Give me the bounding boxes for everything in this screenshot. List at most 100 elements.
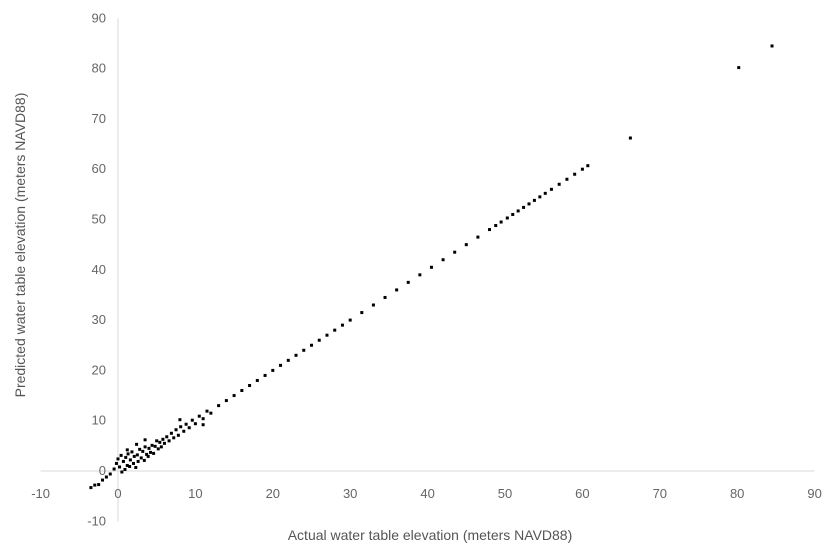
data-point <box>628 136 632 140</box>
data-point <box>134 465 138 469</box>
data-point <box>167 439 171 443</box>
data-point <box>155 439 159 443</box>
data-point <box>279 363 283 367</box>
data-point <box>114 461 118 465</box>
data-point <box>178 418 182 422</box>
data-point <box>395 288 399 292</box>
y-tick-label: 50 <box>92 212 106 227</box>
data-point <box>418 273 422 277</box>
data-point <box>240 389 244 393</box>
y-axis-title: Predicted water table elevation (meters … <box>12 93 28 398</box>
y-tick-labels: -10 0 10 20 30 40 50 60 70 80 90 <box>87 10 106 528</box>
data-point <box>138 447 142 451</box>
data-point <box>505 216 509 220</box>
data-point <box>119 453 123 457</box>
y-tick-label: 0 <box>99 463 106 478</box>
data-point <box>161 437 165 441</box>
data-point <box>101 478 105 482</box>
data-point <box>172 436 176 440</box>
data-point <box>340 323 344 327</box>
y-tick-label: -10 <box>87 513 106 528</box>
x-tick-label: 40 <box>420 486 434 501</box>
x-tick-label: 20 <box>266 486 280 501</box>
data-point <box>128 458 132 462</box>
data-point <box>263 373 267 377</box>
x-axis-title: Actual water table elevation (meters NAV… <box>288 527 573 543</box>
data-point <box>333 328 337 332</box>
data-point <box>197 414 201 418</box>
data-point <box>153 444 157 448</box>
data-point <box>516 209 520 213</box>
x-tick-label: 70 <box>653 486 667 501</box>
x-tick-label: 60 <box>575 486 589 501</box>
data-point <box>429 265 433 269</box>
data-point <box>255 378 259 382</box>
data-point <box>179 425 183 429</box>
x-tick-label: 10 <box>188 486 202 501</box>
data-point <box>120 470 124 474</box>
data-point <box>162 441 166 445</box>
data-point <box>538 195 542 199</box>
data-point <box>187 426 191 430</box>
data-point <box>143 438 147 442</box>
data-point <box>488 228 492 232</box>
data-point <box>532 198 536 202</box>
data-point <box>453 250 457 254</box>
data-point <box>511 212 515 216</box>
data-point <box>527 202 531 206</box>
y-tick-label: 70 <box>92 111 106 126</box>
data-point <box>271 368 275 372</box>
data-point <box>139 456 143 460</box>
data-point <box>123 467 127 471</box>
data-point <box>565 177 569 181</box>
data-point <box>580 167 584 171</box>
data-point <box>325 333 329 337</box>
data-point <box>152 451 156 455</box>
data-point <box>112 467 116 471</box>
x-tick-label: 80 <box>730 486 744 501</box>
data-point <box>201 417 205 421</box>
data-point <box>108 472 112 476</box>
data-point <box>248 383 252 387</box>
data-point <box>141 449 145 453</box>
data-point <box>737 66 741 70</box>
data-point <box>543 191 547 195</box>
data-point <box>143 445 147 449</box>
y-tick-label: 80 <box>92 61 106 76</box>
data-point <box>126 452 130 456</box>
data-point <box>573 172 577 176</box>
data-point <box>464 243 468 247</box>
data-point <box>169 431 173 435</box>
data-point <box>97 483 101 487</box>
x-tick-label: -10 <box>31 486 50 501</box>
data-point <box>132 454 136 458</box>
data-point <box>360 311 364 315</box>
data-point <box>125 463 129 467</box>
data-point <box>136 459 140 463</box>
x-tick-label: 30 <box>343 486 357 501</box>
x-tick-labels: -10 0 10 20 30 40 50 60 70 80 90 <box>31 486 822 501</box>
x-tick-label: 0 <box>114 486 121 501</box>
y-tick-label: 20 <box>92 362 106 377</box>
data-point <box>147 446 151 450</box>
x-tick-label: 90 <box>807 486 821 501</box>
data-point <box>135 453 139 457</box>
data-point <box>201 423 205 427</box>
y-tick-label: 10 <box>92 413 106 428</box>
data-point <box>130 450 134 454</box>
data-point <box>310 343 313 347</box>
data-point <box>205 409 209 413</box>
data-point <box>406 280 410 284</box>
data-point <box>118 465 122 469</box>
data-point <box>441 258 445 262</box>
data-point <box>190 418 194 422</box>
data-point <box>348 318 352 322</box>
data-point <box>586 164 590 168</box>
data-point <box>159 445 163 449</box>
data-point <box>494 224 498 228</box>
data-point <box>302 348 306 352</box>
data-point <box>317 338 321 342</box>
data-point <box>193 422 197 426</box>
y-tick-label: 60 <box>92 161 106 176</box>
